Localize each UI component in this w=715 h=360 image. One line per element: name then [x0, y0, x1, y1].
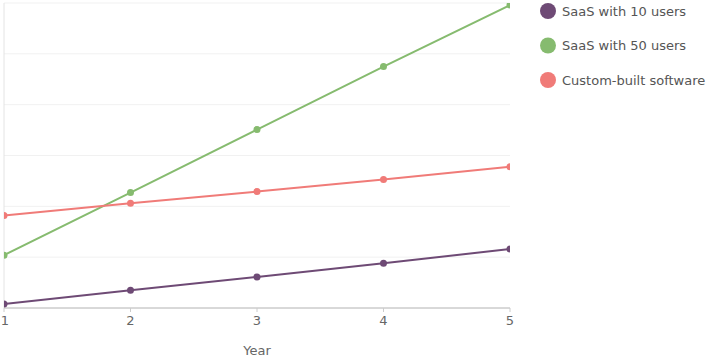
x-tick-label: 5 [506, 313, 514, 328]
grid-line [4, 206, 510, 207]
series-point [127, 189, 134, 196]
grid-line [4, 3, 510, 4]
grid [4, 3, 510, 308]
series-point [380, 63, 387, 70]
series-point [507, 163, 511, 170]
y-axis-line [4, 3, 5, 308]
series-point [254, 273, 261, 280]
series-point [254, 188, 261, 195]
series-point [380, 260, 387, 267]
x-axis-label: Year [242, 343, 271, 358]
series-point [507, 3, 511, 9]
legend-swatch [540, 38, 556, 54]
x-tick [130, 308, 131, 312]
series-line [4, 167, 510, 216]
legend-label: SaaS with 10 users [562, 4, 686, 19]
grid-line [4, 155, 510, 156]
x-tick [383, 308, 384, 312]
series-point [4, 252, 8, 259]
grid-line [4, 104, 510, 105]
x-tick-label: 3 [253, 313, 261, 328]
series-line [4, 5, 510, 255]
x-tick-label: 4 [379, 313, 387, 328]
series-group [4, 3, 510, 307]
legend-label: SaaS with 50 users [562, 38, 686, 53]
grid-line [4, 53, 510, 54]
series-point [380, 176, 387, 183]
x-tick-label: 2 [126, 313, 134, 328]
legend-swatch [540, 3, 556, 19]
series-point [507, 246, 511, 253]
series-point [127, 200, 134, 207]
series-point [127, 287, 134, 294]
x-tick [4, 308, 5, 312]
x-tick [257, 308, 258, 312]
legend-swatch [540, 72, 556, 88]
x-tick [510, 308, 511, 312]
series-point [4, 300, 8, 307]
legend: SaaS with 10 users SaaS with 50 users Cust… [540, 3, 705, 88]
chart: 1 2 3 4 5 Year SaaS with 10 users SaaS with 50 … [0, 0, 715, 360]
legend-label: Custom-built software [562, 73, 705, 88]
x-tick-label: 1 [1, 313, 9, 328]
series-line [4, 249, 510, 304]
series-point [254, 126, 261, 133]
series-point [4, 212, 8, 219]
